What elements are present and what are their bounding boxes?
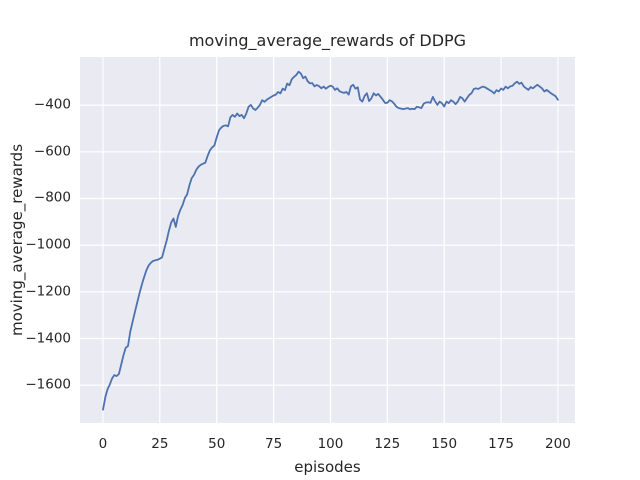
x-tick-label: 50 — [208, 436, 226, 452]
x-tick-label: 75 — [264, 436, 283, 452]
y-tick-label: −1400 — [25, 329, 71, 346]
chart-title: moving_average_rewards of DDPG — [188, 31, 467, 50]
y-tick-label: −400 — [33, 96, 71, 113]
x-tick-label: 200 — [545, 436, 571, 452]
x-tick-label: 25 — [151, 436, 169, 452]
y-tick-label: −600 — [33, 143, 71, 160]
line-chart — [80, 57, 575, 423]
x-tick-label: 125 — [374, 436, 401, 452]
x-axis-label: episodes — [294, 458, 361, 476]
y-tick-label: −1600 — [25, 376, 71, 393]
y-tick-label: −1200 — [25, 283, 71, 300]
x-tick-label: 150 — [431, 436, 458, 452]
x-tick-label: 175 — [488, 436, 514, 452]
y-tick-label: −800 — [33, 189, 71, 206]
x-tick-label: 100 — [317, 436, 344, 452]
x-tick-label: 0 — [98, 436, 108, 452]
plot-area — [80, 57, 575, 423]
y-tick-label: −1000 — [25, 236, 71, 253]
